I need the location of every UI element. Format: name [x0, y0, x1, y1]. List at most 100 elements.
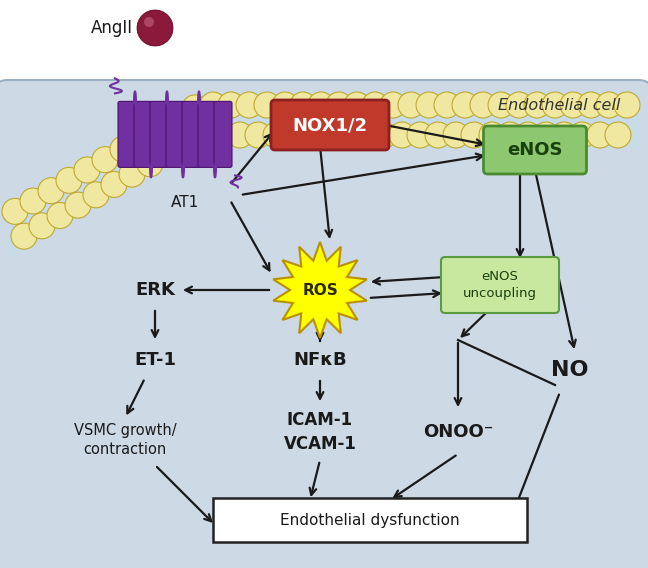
Circle shape — [146, 19, 164, 37]
Circle shape — [139, 12, 170, 44]
Circle shape — [317, 122, 343, 148]
Circle shape — [74, 157, 100, 183]
Text: NO: NO — [551, 360, 589, 380]
Circle shape — [587, 122, 613, 148]
Circle shape — [144, 17, 166, 39]
Circle shape — [605, 122, 631, 148]
Text: NOX1/2: NOX1/2 — [292, 116, 367, 134]
Text: eNOS
uncoupling: eNOS uncoupling — [463, 270, 537, 300]
Text: ICAM-1
VCAM-1: ICAM-1 VCAM-1 — [284, 411, 356, 453]
Circle shape — [524, 92, 550, 118]
Circle shape — [398, 92, 424, 118]
Circle shape — [290, 92, 316, 118]
Circle shape — [128, 126, 154, 152]
Circle shape — [164, 105, 190, 131]
Circle shape — [281, 122, 307, 148]
FancyBboxPatch shape — [118, 101, 136, 168]
Circle shape — [119, 161, 145, 187]
Text: VSMC growth/
contraction: VSMC growth/ contraction — [74, 423, 176, 457]
Circle shape — [407, 122, 433, 148]
Circle shape — [254, 92, 280, 118]
Circle shape — [443, 122, 469, 148]
Polygon shape — [8, 92, 640, 258]
Circle shape — [515, 122, 541, 148]
Circle shape — [236, 92, 262, 118]
Circle shape — [137, 10, 173, 46]
Circle shape — [65, 192, 91, 218]
Polygon shape — [273, 242, 367, 338]
Text: ET-1: ET-1 — [134, 351, 176, 369]
Circle shape — [110, 136, 136, 162]
FancyBboxPatch shape — [166, 101, 184, 168]
Text: AngII: AngII — [91, 19, 133, 37]
Text: ONOO⁻: ONOO⁻ — [422, 423, 493, 441]
Circle shape — [425, 122, 451, 148]
Circle shape — [47, 203, 73, 228]
Circle shape — [434, 92, 460, 118]
Circle shape — [137, 10, 173, 46]
FancyBboxPatch shape — [134, 101, 152, 168]
Circle shape — [452, 92, 478, 118]
Text: ERK: ERK — [135, 281, 175, 299]
Text: AT1: AT1 — [171, 195, 199, 210]
Circle shape — [56, 168, 82, 193]
Circle shape — [146, 115, 172, 141]
Circle shape — [479, 122, 505, 148]
Circle shape — [488, 92, 514, 118]
Circle shape — [263, 122, 289, 148]
Circle shape — [83, 182, 109, 208]
Circle shape — [362, 92, 388, 118]
Circle shape — [533, 122, 559, 148]
Circle shape — [38, 178, 64, 204]
Circle shape — [20, 188, 46, 214]
Circle shape — [551, 122, 577, 148]
Circle shape — [148, 22, 161, 35]
Circle shape — [326, 92, 352, 118]
Circle shape — [2, 198, 28, 224]
Circle shape — [137, 151, 163, 177]
Circle shape — [578, 92, 604, 118]
Circle shape — [380, 92, 406, 118]
Circle shape — [569, 122, 595, 148]
Circle shape — [272, 92, 298, 118]
FancyBboxPatch shape — [182, 101, 200, 168]
Circle shape — [389, 122, 415, 148]
Circle shape — [191, 122, 217, 148]
Circle shape — [11, 223, 37, 249]
Circle shape — [461, 122, 487, 148]
Circle shape — [151, 24, 159, 32]
Circle shape — [92, 147, 118, 173]
FancyBboxPatch shape — [271, 100, 389, 150]
FancyBboxPatch shape — [150, 101, 168, 168]
Circle shape — [596, 92, 622, 118]
Circle shape — [560, 92, 586, 118]
FancyBboxPatch shape — [214, 101, 232, 168]
Text: Endothelial cell: Endothelial cell — [498, 98, 620, 112]
Circle shape — [29, 213, 55, 239]
Circle shape — [155, 140, 181, 166]
Text: ROS: ROS — [302, 282, 338, 298]
Circle shape — [506, 92, 532, 118]
Text: NFκB: NFκB — [293, 351, 347, 369]
Circle shape — [308, 92, 334, 118]
Text: Endothelial dysfunction: Endothelial dysfunction — [280, 512, 460, 528]
Circle shape — [299, 122, 325, 148]
Text: eNOS: eNOS — [507, 141, 562, 159]
FancyBboxPatch shape — [441, 257, 559, 313]
Circle shape — [101, 172, 127, 198]
Circle shape — [353, 122, 379, 148]
Circle shape — [344, 92, 370, 118]
Circle shape — [470, 92, 496, 118]
Circle shape — [335, 122, 361, 148]
Circle shape — [245, 122, 271, 148]
Circle shape — [182, 95, 208, 121]
Circle shape — [142, 15, 168, 41]
Circle shape — [218, 92, 244, 118]
FancyBboxPatch shape — [0, 80, 648, 568]
Circle shape — [227, 122, 253, 148]
Circle shape — [371, 122, 397, 148]
Circle shape — [542, 92, 568, 118]
FancyBboxPatch shape — [483, 126, 586, 174]
Circle shape — [200, 92, 226, 118]
Circle shape — [416, 92, 442, 118]
